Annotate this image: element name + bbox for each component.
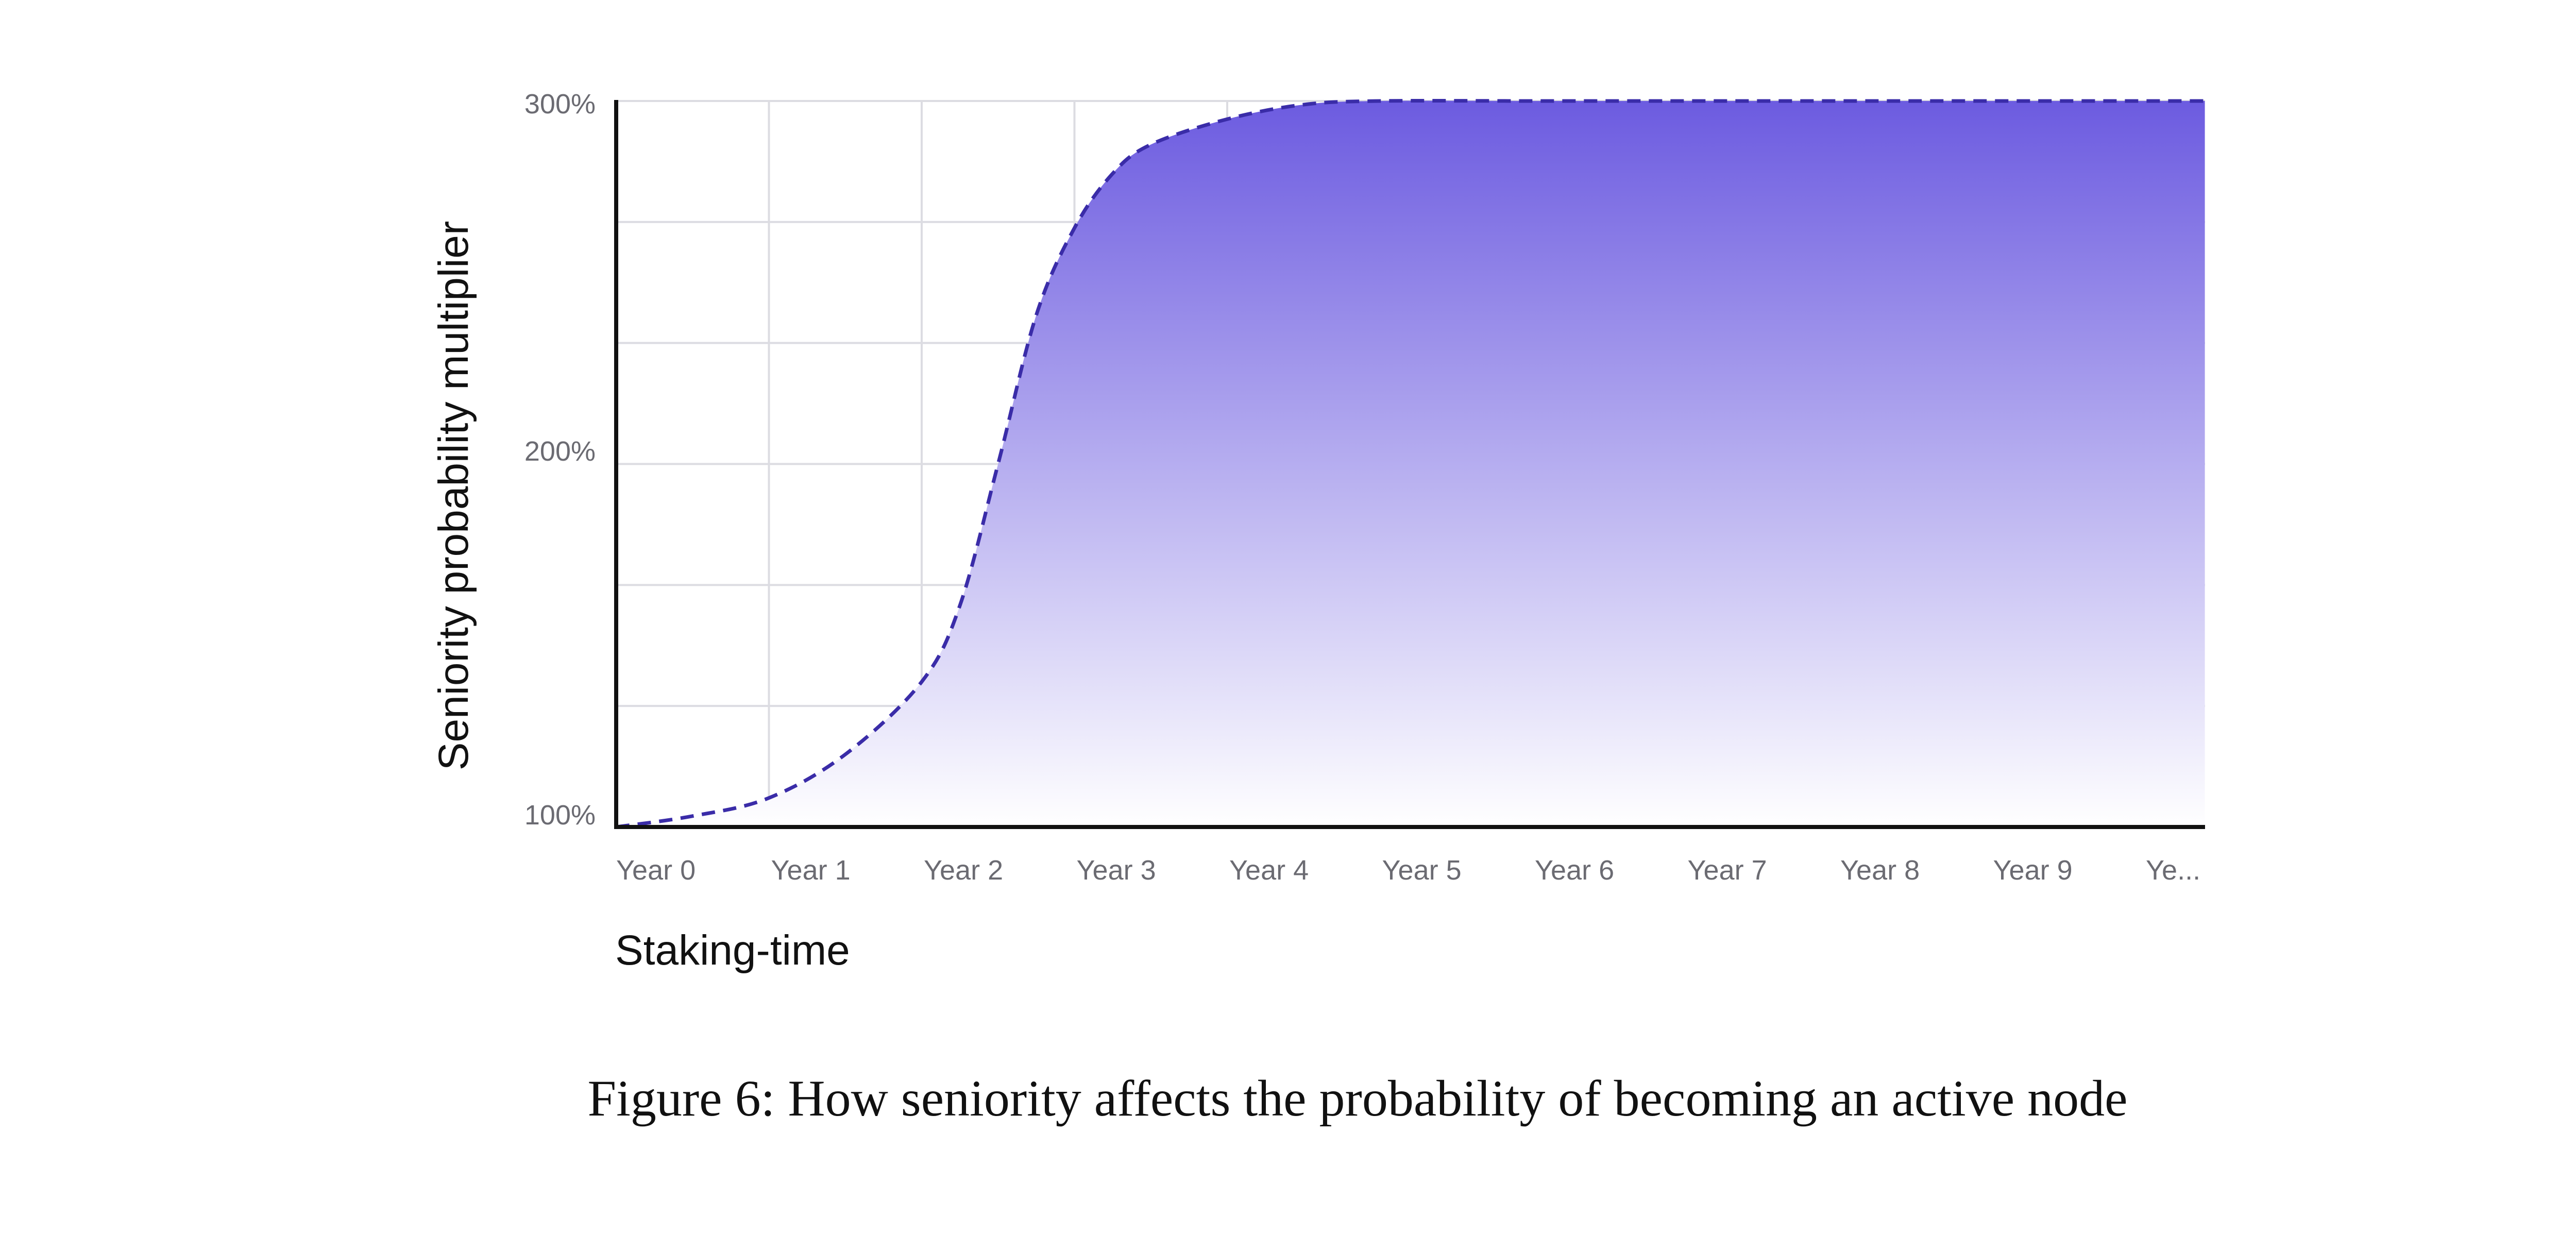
x-tick-label: Ye... [2146,855,2200,886]
x-tick-label: Year 8 [1840,855,1920,886]
x-axis-title: Staking-time [615,927,850,974]
y-axis-title: Seniority probability multiplier [430,221,477,770]
x-tick-label: Year 3 [1077,855,1156,886]
series-line [616,98,2205,829]
y-tick-labels: 100% 200% 300% [524,89,596,831]
figure-caption: Figure 6: How seniority affects the prob… [587,1070,2127,1127]
x-tick-label: Year 9 [1993,855,2073,886]
x-tick-label: Year 1 [771,855,851,886]
x-tick-label: Year 5 [1382,855,1462,886]
x-tick-labels: Year 0 Year 1 Year 2 Year 3 Year 4 Year 5 Year… [616,855,2200,886]
x-tick-label: Year 7 [1688,855,1767,886]
area-fill [616,100,2205,827]
y-tick-label: 300% [524,89,596,120]
x-tick-label: Year 0 [616,855,696,886]
x-tick-label: Year 2 [924,855,1003,886]
x-tick-label: Year 4 [1229,855,1309,886]
x-tick-label: Year 6 [1535,855,1614,886]
y-tick-label: 200% [524,436,596,467]
y-tick-label: 100% [524,800,596,831]
